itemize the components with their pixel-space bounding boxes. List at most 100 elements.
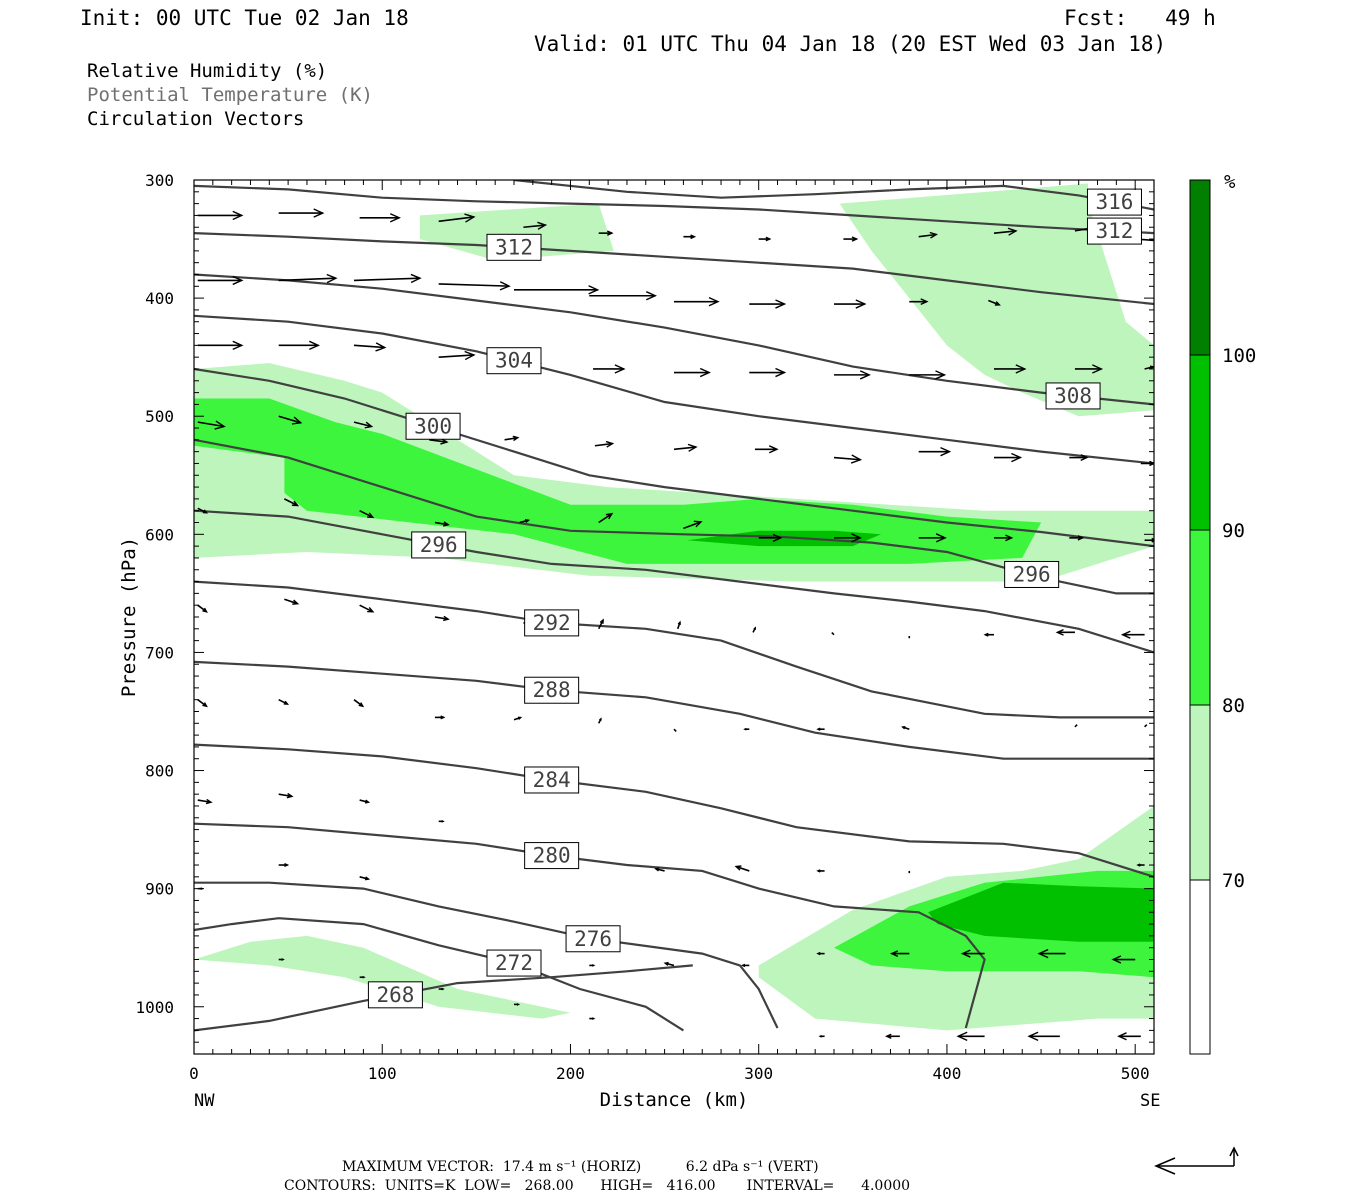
x-tick-label: 200 <box>556 1064 585 1083</box>
circulation-vector <box>353 342 387 352</box>
circulation-vector <box>284 598 300 605</box>
y-tick-label: 300 <box>145 171 174 190</box>
vector-head <box>286 792 294 799</box>
circulation-vector <box>834 533 863 543</box>
vector-head <box>775 367 787 378</box>
vector-shaft <box>278 793 293 798</box>
vector-head <box>983 632 989 637</box>
y-tick-label: 1000 <box>135 998 174 1017</box>
colorbar-segment <box>1190 705 1210 880</box>
vector-head <box>1005 534 1014 542</box>
vector-head <box>440 715 446 720</box>
x-tick-label: 300 <box>744 1064 773 1083</box>
vector-head <box>512 435 520 442</box>
vector-head <box>772 533 783 542</box>
circulation-vector <box>359 509 375 519</box>
theta-label-box <box>1045 382 1101 410</box>
theta-line-268 <box>194 964 693 1032</box>
vector-head <box>442 615 450 622</box>
vector-head <box>1136 863 1141 867</box>
vector-head <box>1077 535 1085 541</box>
colorbar-segment <box>1190 355 1210 530</box>
circulation-vector <box>519 519 531 524</box>
circulation-vector <box>818 1034 825 1038</box>
circulation-vector <box>197 210 244 221</box>
vector-head <box>499 281 511 291</box>
theta-label-box <box>486 949 542 977</box>
circulation-vector <box>594 440 615 448</box>
circulation-vector <box>278 958 285 961</box>
circulation-vector <box>353 421 374 429</box>
vector-shaft <box>438 283 510 287</box>
vector-head <box>859 370 871 380</box>
vector-head <box>313 208 325 218</box>
circulation-vector <box>589 291 657 301</box>
circulation-vector <box>993 227 1018 236</box>
x-tick-label: 0 <box>189 1064 199 1083</box>
vector-head <box>606 230 614 236</box>
vector-head <box>516 1003 521 1006</box>
vector-head <box>851 236 859 242</box>
vector-head <box>1027 1031 1039 1041</box>
vector-head <box>956 1031 968 1041</box>
circulation-vector <box>988 299 1001 306</box>
circulation-vector <box>197 340 244 351</box>
vector-head <box>816 869 821 873</box>
rh-region-80 <box>194 398 1042 564</box>
x-axis-title: Distance (km) <box>600 1089 749 1111</box>
theta-label: 268 <box>376 983 414 1007</box>
circulation-vector <box>278 273 338 284</box>
theta-label: 312 <box>1096 219 1134 243</box>
vector-head <box>214 420 226 430</box>
circulation-vector <box>1027 1031 1060 1041</box>
vector-shaft <box>523 224 546 229</box>
rh-region-70 <box>839 183 1154 417</box>
circulation-vector <box>754 445 779 454</box>
vector-head <box>599 717 602 721</box>
vector-shaft <box>283 498 298 507</box>
circulation-vector <box>740 963 750 968</box>
vector-shaft <box>683 521 702 530</box>
y-tick-label: 800 <box>145 762 174 781</box>
theta-contour-labels: 268 272 276 280 284 288 292 296 296 300 304 308 312 3… <box>367 188 1142 1009</box>
vector-head <box>375 342 387 352</box>
vector-head <box>232 340 244 351</box>
field-rh-title: Relative Humidity (%) <box>87 60 327 82</box>
x-tick-label: 400 <box>932 1064 961 1083</box>
vector-shaft <box>278 415 301 424</box>
circulation-vector <box>683 520 703 530</box>
vector-head <box>768 445 779 454</box>
y-tick-label: 500 <box>145 407 174 426</box>
vector-head <box>1120 630 1131 639</box>
circulation-vector <box>359 604 375 613</box>
forecast-hour: Fcst: 49 h <box>1064 6 1216 30</box>
vector-head <box>1117 1032 1127 1041</box>
vector-head <box>1055 628 1064 636</box>
circulation-vector <box>278 863 290 868</box>
theta-label-box <box>405 412 461 440</box>
theta-label: 292 <box>533 611 571 635</box>
vector-head <box>1149 365 1154 370</box>
circulation-vector <box>956 1031 985 1041</box>
circulation-vector <box>749 367 787 378</box>
theta-label-box <box>1086 217 1142 245</box>
theta-line-280 <box>194 822 986 1029</box>
circulation-vector <box>434 715 446 720</box>
circulation-vector <box>833 454 863 464</box>
field-theta-title: Potential Temperature (K) <box>87 84 373 106</box>
vector-head <box>441 987 445 991</box>
circulation-vector <box>514 285 600 295</box>
theta-line-292 <box>194 580 1154 719</box>
circulation-vector <box>843 236 859 242</box>
theta-label-box <box>524 609 580 637</box>
vector-shaft <box>993 230 1017 234</box>
circulation-vector <box>589 964 596 967</box>
theta-label-box <box>486 347 542 375</box>
theta-line-272 <box>194 917 684 1032</box>
circulation-vector <box>889 950 910 958</box>
vector-head <box>960 949 971 958</box>
circulation-vector <box>438 281 511 291</box>
circulation-vector <box>673 728 677 732</box>
vector-shaft <box>197 604 208 613</box>
circulation-vector <box>901 726 910 730</box>
